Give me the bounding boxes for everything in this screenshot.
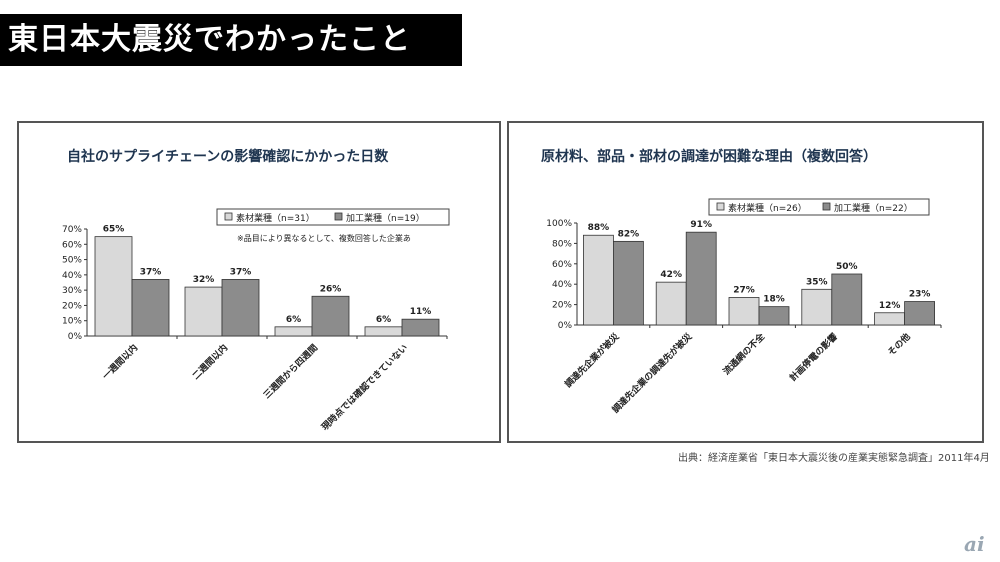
legend-swatch: [716, 202, 725, 211]
y-tick-label: 20%: [552, 301, 572, 311]
y-tick-label: 40%: [552, 280, 572, 290]
x-tick-label: 一週間以内: [100, 342, 140, 382]
legend-label: 加工業種（n=22）: [834, 202, 913, 214]
x-tick-label: 二週間以内: [190, 342, 230, 382]
bar: [221, 279, 260, 337]
data-label: 65%: [103, 225, 125, 235]
data-label: 37%: [140, 267, 162, 277]
bar: [311, 295, 350, 337]
bar: [583, 234, 614, 326]
page-title: 東日本大震災でわかったこと: [0, 14, 462, 66]
y-tick-label: 0%: [558, 321, 573, 331]
y-tick-label: 80%: [552, 239, 572, 249]
bar: [831, 273, 863, 326]
y-tick-label: 100%: [546, 219, 572, 229]
bar: [655, 281, 687, 326]
bar: [274, 326, 313, 337]
data-label: 82%: [618, 229, 640, 239]
data-label: 88%: [588, 223, 610, 233]
x-tick-label: 計画停電の影響: [787, 331, 840, 384]
legend-swatch: [224, 212, 233, 221]
y-tick-label: 20%: [62, 301, 82, 311]
data-label: 50%: [836, 262, 858, 272]
data-label: 6%: [376, 315, 391, 325]
bar: [94, 236, 133, 337]
bar: [685, 231, 717, 326]
chart-note: ※品目により異なるとして、複数回答した企業あ: [237, 233, 411, 243]
data-label: 37%: [230, 267, 252, 277]
x-tick-label: 流通網の不全: [720, 330, 767, 377]
y-tick-label: 40%: [62, 271, 82, 281]
chart-panel-procurement-reasons: 原材料、部品・部材の調達が困難な理由（複数回答） 素材業種（n=26） 加工業種（n…: [507, 121, 984, 443]
x-tick-label: 調達先企業が被災: [562, 330, 622, 390]
data-label: 32%: [193, 275, 215, 285]
legend-label: 素材業種（n=26）: [728, 202, 807, 214]
bar: [904, 301, 936, 326]
y-tick-label: 50%: [62, 256, 82, 266]
data-label: 23%: [909, 290, 931, 300]
y-tick-label: 70%: [62, 225, 82, 235]
chart-title: 原材料、部品・部材の調達が困難な理由（複数回答）: [541, 148, 877, 165]
chart-reasons: 原材料、部品・部材の調達が困難な理由（複数回答） 素材業種（n=26） 加工業種（n…: [541, 148, 942, 416]
data-label: 12%: [879, 301, 901, 311]
data-label: 18%: [763, 295, 785, 305]
bar: [364, 326, 403, 337]
legend-label: 加工業種（n=19）: [346, 212, 425, 224]
y-tick-label: 60%: [552, 260, 572, 270]
chart-panel-supply-chain-days: 自社のサプライチェーンの影響確認にかかった日数素材業種（n=31） 加工業種（n=…: [17, 121, 501, 443]
y-tick-label: 0%: [68, 332, 83, 342]
legend-label: 素材業種（n=31）: [236, 212, 315, 224]
y-tick-label: 30%: [62, 286, 82, 296]
legend-swatch: [334, 212, 343, 221]
chart-title: 自社のサプライチェーンの影響確認にかかった日数: [67, 148, 389, 165]
legend-box: [216, 208, 450, 226]
legend-box: [708, 198, 930, 216]
data-label: 6%: [286, 315, 301, 325]
bar: [758, 306, 790, 326]
itmedia-logo: ai: [964, 532, 985, 556]
data-label: 91%: [690, 220, 712, 230]
legend-swatch: [822, 202, 831, 211]
bar: [874, 312, 906, 326]
data-label: 42%: [660, 270, 682, 280]
y-tick-label: 60%: [62, 240, 82, 250]
bar: [401, 318, 440, 337]
x-tick-label: 三週間から四週間: [261, 342, 320, 401]
source-citation: 出典：経済産業省「東日本大震災後の産業実態緊急調査」2011年4月: [678, 453, 990, 464]
y-tick-label: 10%: [62, 317, 82, 327]
x-tick-label: その他: [885, 331, 913, 359]
bar: [131, 279, 170, 337]
data-label: 11%: [410, 307, 432, 317]
x-tick-label: 現時点では確認できていない: [319, 342, 410, 433]
bar: [184, 286, 223, 337]
data-label: 35%: [806, 277, 828, 287]
bar: [613, 240, 644, 326]
x-tick-label: 調達先企業の調達先が被災: [609, 330, 695, 416]
data-label: 27%: [733, 285, 755, 295]
bar: [801, 288, 833, 326]
bar: [728, 297, 760, 326]
data-label: 26%: [320, 284, 342, 294]
